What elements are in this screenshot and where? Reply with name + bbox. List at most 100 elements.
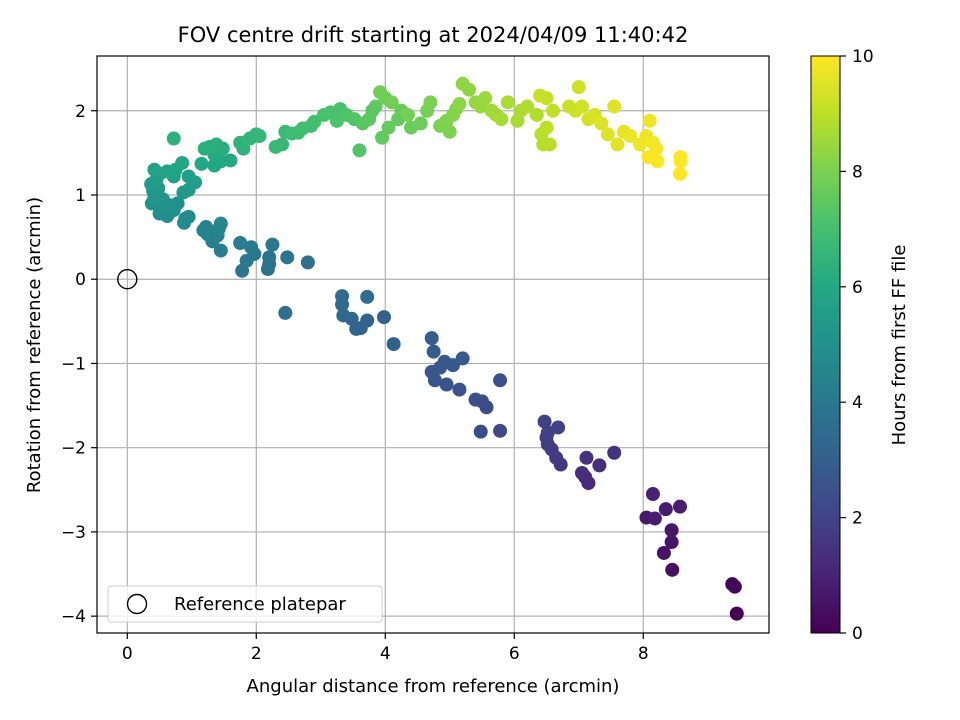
scatter-point — [368, 99, 383, 114]
scatter-point — [542, 137, 557, 152]
y-tick-label: −2 — [61, 439, 86, 459]
scatter-point — [384, 95, 399, 110]
x-tick-label: 8 — [638, 644, 649, 664]
colorbar-tick-label: 10 — [852, 47, 874, 67]
y-tick-label: −1 — [61, 354, 86, 374]
scatter-point — [280, 250, 295, 265]
scatter-point — [360, 289, 375, 304]
colorbar-tick-label: 2 — [852, 509, 863, 529]
scatter-point — [268, 139, 283, 154]
scatter-point — [239, 253, 254, 268]
scatter-point — [468, 392, 483, 407]
scatter-point — [181, 169, 196, 184]
scatter-point — [574, 99, 589, 114]
scatter-point — [262, 250, 277, 265]
colorbar-tick-label: 0 — [852, 624, 863, 644]
x-tick-label: 2 — [251, 644, 262, 664]
reference-platepar-marker — [117, 269, 138, 290]
scatter-point — [147, 162, 162, 177]
scatter-point — [673, 499, 688, 514]
y-tick-label: 1 — [75, 186, 86, 206]
colorbar-label: Hours from first FF file — [889, 245, 910, 446]
scatter-point — [729, 606, 744, 621]
scatter-point — [607, 99, 622, 114]
scatter-point — [493, 423, 508, 438]
scatter-point — [439, 377, 454, 392]
scatter-point — [545, 103, 560, 118]
legend-label: Reference platepar — [174, 594, 346, 615]
scatter-point — [673, 154, 688, 169]
scatter-point — [335, 289, 350, 304]
colorbar-ticks: 0 2 4 6 8 10 — [840, 47, 874, 644]
scatter-point — [551, 420, 566, 435]
scatter-point — [600, 127, 615, 142]
scatter-point — [665, 562, 680, 577]
scatter-point — [175, 155, 190, 170]
scatter-point — [400, 107, 415, 122]
y-axis-ticks: −4 −3 −2 −1 0 1 2 — [61, 102, 97, 627]
scatter-point — [209, 137, 224, 152]
legend-marker — [126, 593, 148, 615]
scatter-point — [284, 126, 299, 141]
scatter-point — [664, 523, 679, 538]
legend: Reference platepar — [107, 585, 383, 623]
scatter-point — [197, 141, 212, 156]
scatter-point — [336, 308, 351, 323]
scatter-point — [373, 85, 388, 100]
scatter-point — [362, 112, 377, 127]
scatter-point — [249, 127, 264, 142]
scatter-point — [386, 337, 401, 352]
scatter-point — [673, 166, 688, 181]
x-tick-label: 6 — [509, 644, 520, 664]
scatter-point — [244, 240, 259, 255]
scatter-point — [642, 113, 657, 128]
scatter-point — [607, 445, 622, 460]
scatter-point — [278, 305, 293, 320]
scatter-point — [656, 545, 671, 560]
scatter-point — [647, 511, 662, 526]
scatter-point — [375, 130, 390, 145]
colorbar-tick-label: 8 — [852, 162, 863, 182]
scatter-point — [424, 331, 439, 346]
scatter-point — [539, 120, 554, 135]
scatter-point — [376, 310, 391, 325]
scatter-point — [478, 91, 493, 106]
scatter-point — [442, 124, 457, 139]
scatter-point — [473, 424, 488, 439]
legend-box — [107, 585, 383, 623]
x-tick-label: 4 — [380, 644, 391, 664]
colorbar — [810, 55, 841, 634]
y-axis-label: Rotation from reference (arcmin) — [24, 197, 45, 493]
scatter-point — [381, 120, 396, 135]
x-axis-ticks: 0 2 4 6 8 — [122, 633, 649, 664]
scatter-point — [426, 344, 441, 359]
scatter-point — [223, 153, 238, 168]
scatter-point — [493, 373, 508, 388]
scatter-point — [574, 465, 589, 480]
scatter-point — [265, 237, 280, 252]
scatter-point — [500, 95, 515, 110]
scatter-point — [437, 354, 452, 369]
plot-frame — [96, 55, 770, 634]
scatter-point — [494, 112, 509, 127]
scatter-point — [213, 216, 228, 231]
scatter-point — [213, 243, 228, 258]
colorbar-tick-label: 6 — [852, 278, 863, 298]
scatter-point — [592, 458, 607, 473]
scatter-point — [462, 82, 477, 97]
x-axis-label: Angular distance from reference (arcmin) — [247, 676, 620, 697]
scatter-point — [537, 414, 552, 429]
scatter-point — [423, 95, 438, 110]
scatter-point — [529, 107, 544, 122]
scatter-point — [352, 143, 367, 158]
scatter-point — [198, 219, 213, 234]
scatter-point — [579, 450, 594, 465]
data-points — [144, 76, 744, 621]
scatter-point — [166, 131, 181, 146]
scatter-point — [452, 382, 467, 397]
scatter-point — [300, 255, 315, 270]
chart-title: FOV centre drift starting at 2024/04/09 … — [178, 23, 689, 47]
y-tick-label: 0 — [75, 270, 86, 290]
scatter-point — [658, 502, 673, 517]
